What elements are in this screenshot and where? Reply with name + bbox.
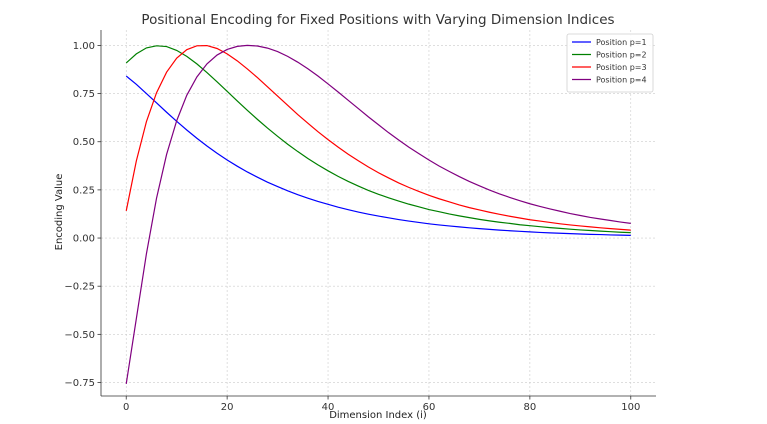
- legend-box: [566, 33, 654, 93]
- y-tick-label: −0.75: [64, 378, 95, 389]
- y-axis-label: Encoding Value: [54, 174, 65, 251]
- series-line-4: [125, 44, 631, 384]
- y-tick-label: 0.25: [73, 185, 95, 196]
- y-tick-label: 0.50: [73, 137, 95, 148]
- chart-title: Positional Encoding for Fixed Positions …: [141, 12, 614, 28]
- legend-label-3: Position p=3: [596, 63, 647, 72]
- x-axis-label: Dimension Index (i): [329, 410, 427, 421]
- plot-lines: [125, 44, 631, 384]
- series-line-3: [125, 44, 631, 231]
- x-tick-label: 0: [123, 402, 129, 413]
- x-tick-label: 40: [322, 402, 335, 413]
- legend: Position p=1 Position p=2 Position p=3 Posi…: [566, 33, 654, 93]
- series-line-2: [125, 45, 631, 234]
- legend-label-4: Position p=4: [596, 76, 647, 85]
- axes: [100, 30, 656, 397]
- y-tick-label: −0.25: [64, 282, 95, 293]
- x-tick-label: 60: [423, 402, 436, 413]
- y-tick-label: 0.00: [73, 234, 95, 245]
- y-tick-label: 0.75: [73, 89, 95, 100]
- series-line-1: [125, 75, 631, 236]
- legend-label-2: Position p=2: [596, 51, 647, 60]
- y-tick-label: 1.00: [73, 41, 95, 52]
- grid: [101, 30, 656, 396]
- tick-labels: 0 20 40 60 80 100 −0.75 −0.50 −0.25 0.00 0.25 0.50 0…: [64, 41, 640, 413]
- y-tick-label: −0.50: [64, 330, 95, 341]
- x-tick-label: 100: [621, 402, 640, 413]
- legend-label-1: Position p=1: [596, 38, 647, 47]
- x-tick-label: 20: [221, 402, 234, 413]
- x-tick-label: 80: [523, 402, 536, 413]
